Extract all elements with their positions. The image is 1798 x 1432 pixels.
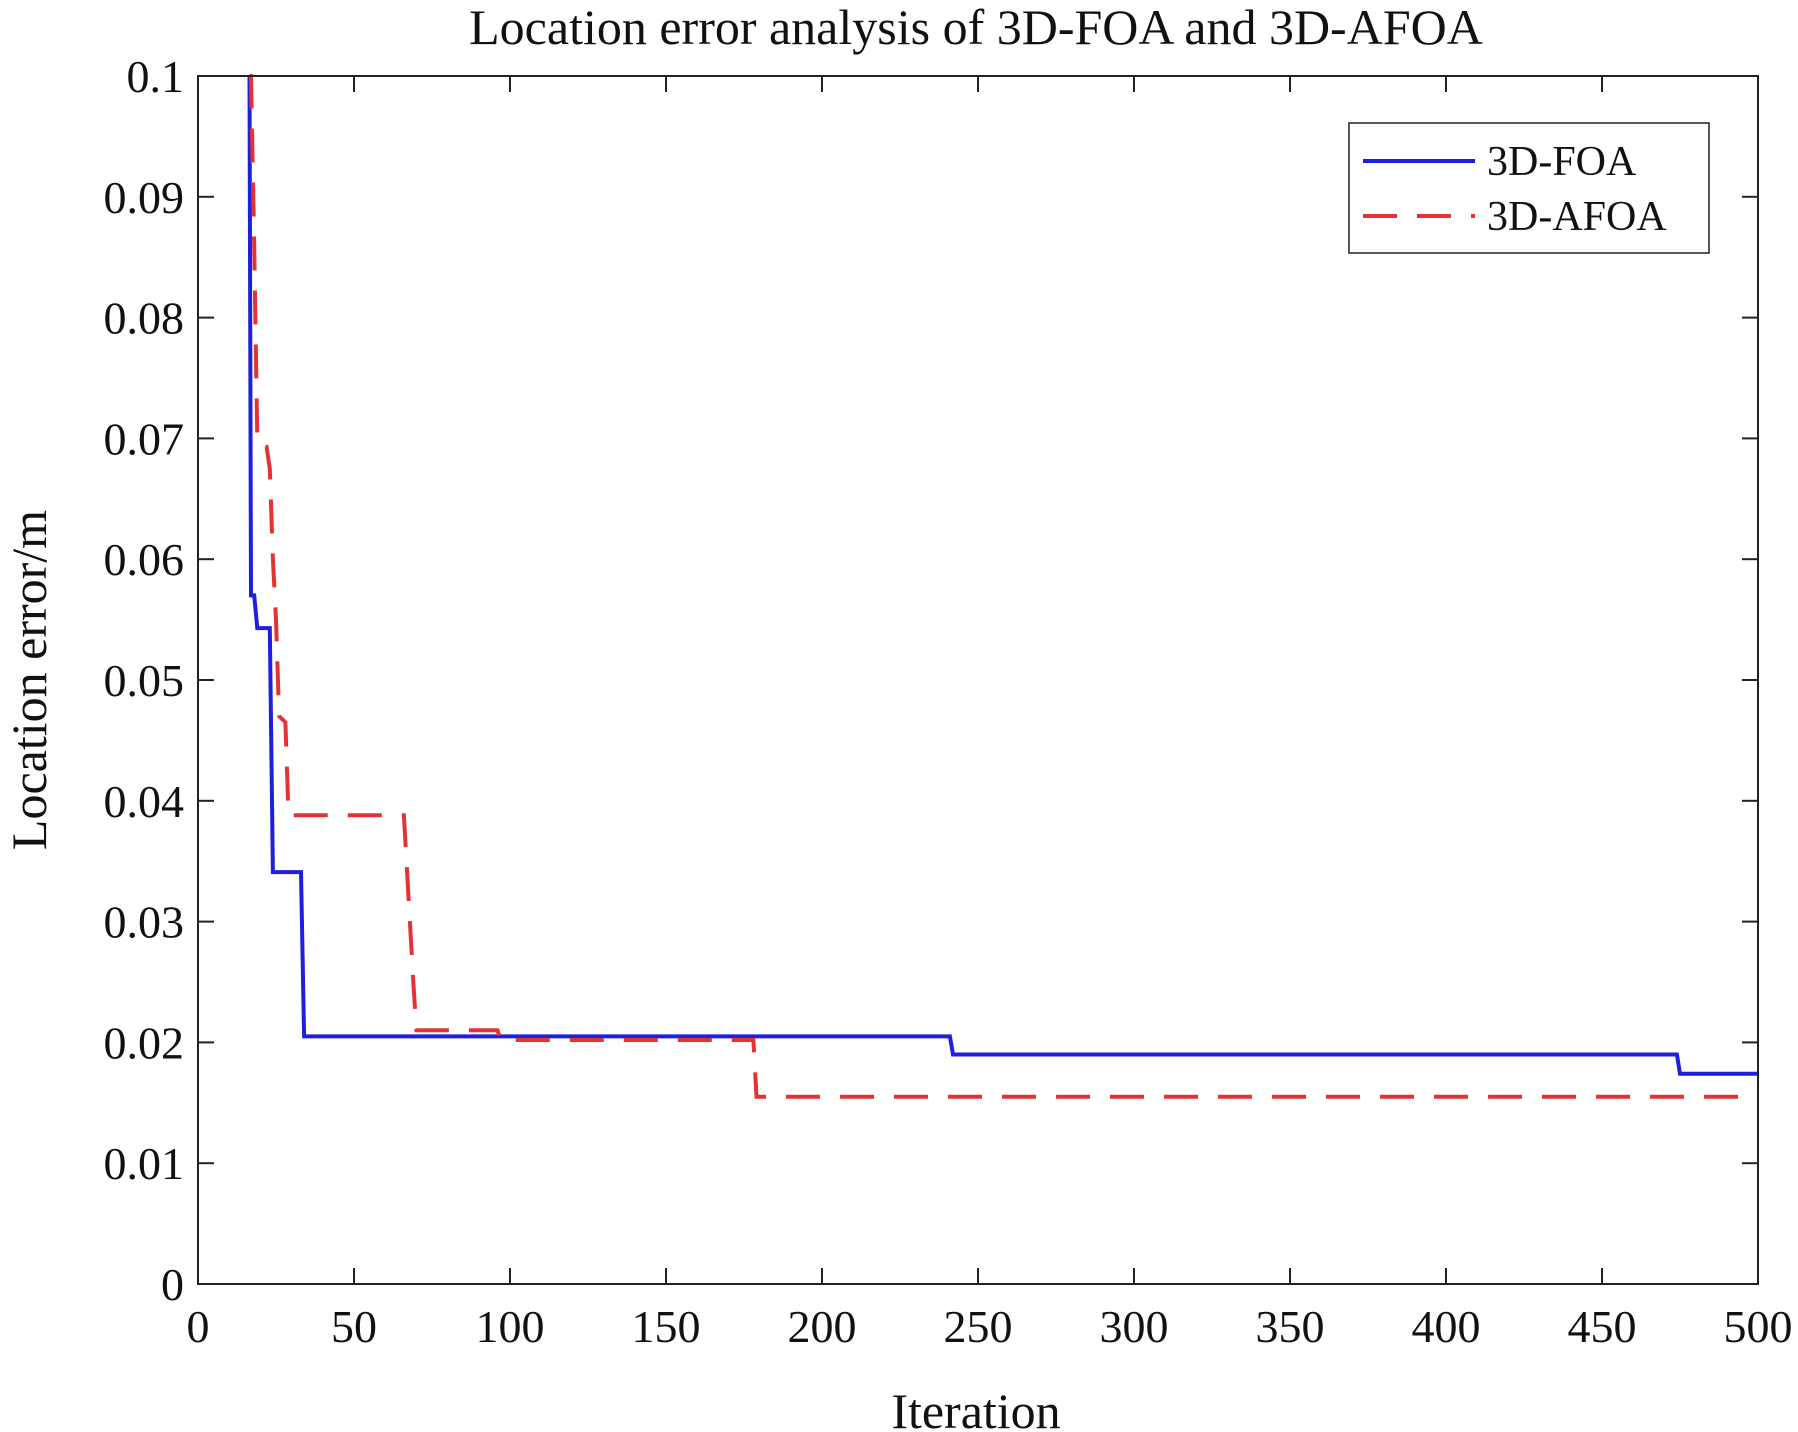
- x-tick-label: 100: [476, 1301, 545, 1352]
- y-tick-label: 0.07: [104, 413, 185, 464]
- x-tick-label: 200: [788, 1301, 857, 1352]
- y-tick-label: 0.08: [104, 293, 185, 344]
- legend-label-3d-afoa: 3D-AFOA: [1487, 194, 1667, 240]
- series-line-3d-afoa: [249, 74, 1758, 1099]
- x-tick-label: 450: [1568, 1301, 1637, 1352]
- x-tick-label: 300: [1100, 1301, 1169, 1352]
- x-tick-label: 0: [187, 1301, 210, 1352]
- y-tick-label: 0.03: [104, 897, 185, 948]
- x-tick-label: 50: [331, 1301, 377, 1352]
- y-tick-label: 0.09: [104, 172, 185, 223]
- y-tick-label: 0.1: [127, 51, 185, 102]
- x-tick-label: 350: [1256, 1301, 1325, 1352]
- x-axis-label: Iteration: [891, 1383, 1060, 1432]
- y-tick-label: 0.06: [104, 534, 185, 585]
- y-tick-labels: 0 0.01 0.02 0.03 0.04 0.05 0.06 0.07 0.08 0.09 0.1: [104, 51, 185, 1310]
- plot-area: [198, 76, 1758, 1284]
- y-tick-label: 0.02: [104, 1017, 185, 1068]
- legend: 3D-FOA 3D-AFOA: [1348, 122, 1710, 254]
- legend-label-3d-foa: 3D-FOA: [1487, 139, 1637, 185]
- legend-box: [1348, 122, 1710, 254]
- y-tick-label: 0: [161, 1259, 184, 1310]
- y-axis-label: Location error/m: [1, 510, 57, 850]
- x-tick-label: 150: [632, 1301, 701, 1352]
- x-tick-label: 400: [1412, 1301, 1481, 1352]
- x-tick-label: 250: [944, 1301, 1013, 1352]
- y-tick-label: 0.04: [104, 776, 185, 827]
- x-tick-labels: 0 50 100 150 200 250 300 350 400 450 500: [187, 1301, 1793, 1352]
- series-line-3d-foa: [247, 75, 1758, 1076]
- plot-frame: [197, 75, 1759, 1285]
- y-tick-label: 0.05: [104, 655, 185, 706]
- x-tick-label: 500: [1724, 1301, 1793, 1352]
- series-layer: [247, 74, 1758, 1099]
- y-tick-label: 0.01: [104, 1138, 185, 1189]
- chart-title: Location error analysis of 3D-FOA and 3D…: [469, 0, 1483, 55]
